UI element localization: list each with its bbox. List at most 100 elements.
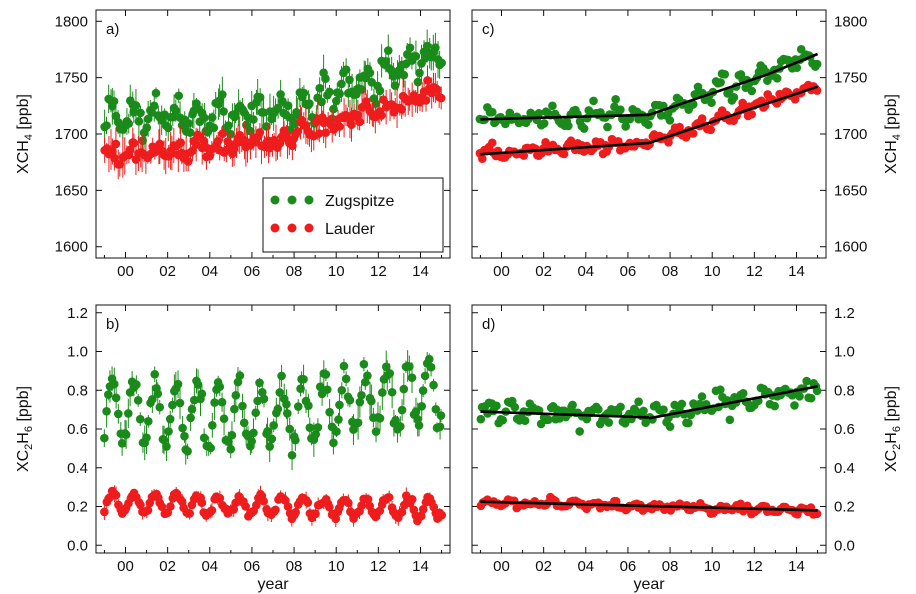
zugspitze-point [387,387,397,397]
panel-d: 00 02 04 06 08 10 12 14 0.0 0.2 0.4 0.6 0.8 1.0 1.2 XC2… [471,304,903,575]
zugspitze-point [329,104,338,114]
lauder-point [166,502,175,511]
zugspitze-point [265,442,274,451]
zugspitze-point [224,121,233,130]
zugspitze-point [492,401,501,411]
zugspitze-point [219,107,228,116]
x-tick-label: 14 [412,263,429,280]
y-tick-label: 1700 [834,126,867,143]
zugspitze-point [249,428,258,438]
zugspitze-point [437,58,446,68]
zugspitze-point [383,46,393,55]
lauder-point [397,507,407,517]
zugspitze-point [334,415,343,424]
zugspitze-point [200,113,209,123]
panel-tag: b) [106,316,119,333]
zugspitze-point [341,374,351,384]
zugspitze-point [231,109,240,119]
zugspitze-point [534,108,544,118]
zugspitze-trend-line [648,52,819,117]
zugspitze-point [639,406,648,416]
zugspitze-point [238,401,247,411]
zugspitze-point [677,399,687,409]
y-tick-label: 0.0 [67,537,88,554]
zugspitze-point [616,402,625,412]
zugspitze-point [162,442,171,451]
lauder-point [288,141,297,151]
zugspitze-point [659,405,668,414]
zugspitze-point [305,99,314,108]
zugspitze-point [132,380,141,389]
zugspitze-point [185,128,195,137]
zugspitze-point [219,414,229,424]
zugspitze-point [716,385,725,395]
lauder-point [293,127,302,136]
x-tick-label: 00 [117,263,134,280]
y-tick-label: 0.4 [67,460,88,477]
lauder-point [747,110,756,119]
zugspitze-point [135,414,145,424]
zugspitze-point [399,384,409,394]
legend-label-zugspitze: Zugspitze [325,193,394,210]
zugspitze-point [321,74,330,84]
x-tick-label: 12 [370,558,387,575]
zugspitze-point [193,380,203,389]
zugspitze-point [175,398,185,408]
zugspitze-point [686,410,696,420]
zugspitze-point [795,392,804,401]
zugspitze-point [299,88,309,98]
zugspitze-point [150,370,160,379]
x-tick-label: 06 [620,558,637,575]
lauder-point [157,502,167,511]
legend-box [262,177,444,253]
x-tick-label: 02 [535,263,552,280]
y-tick-label: 1.0 [834,344,855,361]
zugspitze-point [121,430,131,439]
zugspitze-point [171,106,181,115]
zugspitze-point [431,404,441,414]
y-tick-label: 1600 [55,239,88,256]
zugspitze-point [186,413,195,423]
zugspitze-point [183,446,192,456]
zugspitze-point [812,59,822,69]
lauder-point [325,502,334,512]
zugspitze-trend-line [648,385,818,420]
zugspitze-point [424,354,434,364]
zugspitze-point [227,430,237,440]
zugspitze-point [283,409,292,418]
lauder-point [100,507,109,517]
y-tick-label: 1600 [834,239,867,256]
zugspitze-point [429,380,438,390]
zugspitze-point [133,396,143,405]
zugspitze-point [544,415,553,424]
zugspitze-point [114,409,123,419]
legend-marker [287,223,297,233]
panel-tag: a) [106,21,119,38]
legend-marker [304,223,314,233]
zugspitze-point [275,388,285,397]
lauder-point [436,93,446,103]
zugspitze-point [381,362,391,372]
zugspitze-point [505,108,515,118]
lauder-point [487,138,497,148]
zugspitze-point [426,362,436,372]
zugspitze-point [695,399,704,409]
y-tick-label: 0.2 [67,499,88,516]
lauder-point [559,149,569,159]
zugspitze-point [345,395,355,405]
zugspitze-point [411,52,421,61]
zugspitze-point [539,119,549,128]
zugspitze-point [215,382,225,392]
lauder-point [205,151,214,161]
y-tick-label: 0.2 [834,499,855,516]
zugspitze-point [109,96,119,106]
zugspitze-point [259,108,268,117]
zugspitze-point [510,402,520,412]
zugspitze-point [716,78,725,87]
y-tick-label: 0.8 [834,382,855,399]
y-tick-label: 1750 [55,70,88,87]
zugspitze-point [371,427,381,436]
zugspitze-point [363,371,372,381]
x-axis-title: year [257,576,289,593]
